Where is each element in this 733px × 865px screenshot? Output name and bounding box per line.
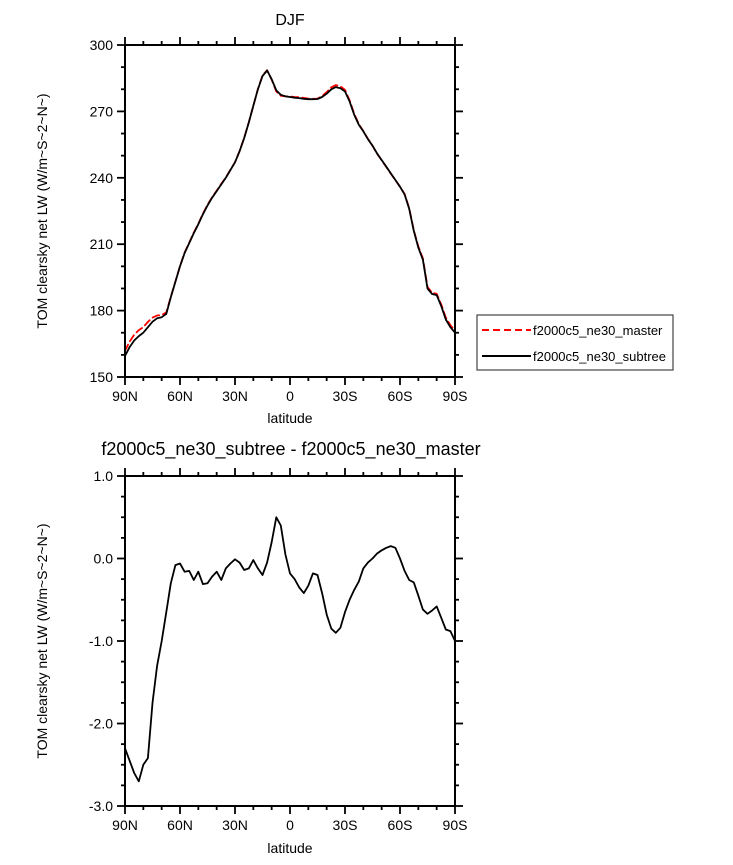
y-tick-label: -2.0	[89, 716, 113, 732]
x-tick-label: 90N	[112, 388, 138, 404]
series-line-f2000c5-ne30-master	[124, 69, 456, 352]
x-tick-label: 60N	[167, 817, 193, 833]
x-tick-label: 30S	[333, 388, 358, 404]
x-tick-label: 30N	[222, 817, 248, 833]
y-tick-label: 300	[90, 37, 114, 53]
series-line-f2000c5-ne30-subtree	[124, 69, 456, 357]
top-chart-frame	[124, 44, 456, 378]
y-tick-label: 270	[90, 103, 114, 119]
legend-box	[476, 314, 674, 371]
x-tick-label: 90N	[112, 817, 138, 833]
x-tick-label: 60N	[167, 388, 193, 404]
y-tick-label: 180	[90, 303, 114, 319]
bottom-chart-title: f2000c5_ne30_subtree - f2000c5_ne30_mast…	[101, 439, 480, 460]
bottom-chart-ticks: 90N 60N 30N 0 30S 60S 90S 1.0 0.0 -1.0 -2.0 -3.0	[89, 468, 468, 833]
top-chart: DJF 90N 60N 30N 0 30S 60S 90S 300 270 240 210 180 15…	[34, 12, 467, 426]
series-line-difference-subtree-master-	[124, 516, 456, 783]
legend-label-subtree: f2000c5_ne30_subtree	[533, 349, 666, 364]
y-tick-label: 150	[90, 369, 114, 385]
x-tick-label: 0	[286, 817, 294, 833]
y-tick-label: 240	[90, 170, 114, 186]
x-tick-label: 90S	[443, 817, 468, 833]
bottom-chart-curves	[124, 516, 456, 783]
top-chart-xlabel: latitude	[267, 410, 312, 426]
top-chart-ylabel: TOM clearsky net LW (W/m~S~2~N~)	[34, 93, 50, 328]
bottom-chart-frame	[124, 475, 456, 807]
y-tick-label: 1.0	[94, 468, 114, 484]
y-tick-label: -3.0	[89, 798, 113, 814]
x-tick-label: 90S	[443, 388, 468, 404]
bottom-chart-xlabel: latitude	[267, 840, 312, 856]
bottom-chart: f2000c5_ne30_subtree - f2000c5_ne30_mast…	[34, 439, 481, 856]
y-tick-label: -1.0	[89, 633, 113, 649]
x-tick-label: 0	[286, 388, 294, 404]
legend-label-master: f2000c5_ne30_master	[533, 323, 663, 338]
x-tick-label: 60S	[388, 388, 413, 404]
top-chart-title: DJF	[275, 12, 305, 29]
x-tick-label: 30N	[222, 388, 248, 404]
legend: f2000c5_ne30_master f2000c5_ne30_subtree	[476, 314, 674, 371]
y-tick-label: 210	[90, 236, 114, 252]
x-tick-label: 30S	[333, 817, 358, 833]
x-tick-label: 60S	[388, 817, 413, 833]
y-tick-label: 0.0	[94, 551, 114, 567]
bottom-chart-ylabel: TOM clearsky net LW (W/m~S~2~N~)	[34, 523, 50, 758]
top-chart-curves	[124, 69, 456, 357]
